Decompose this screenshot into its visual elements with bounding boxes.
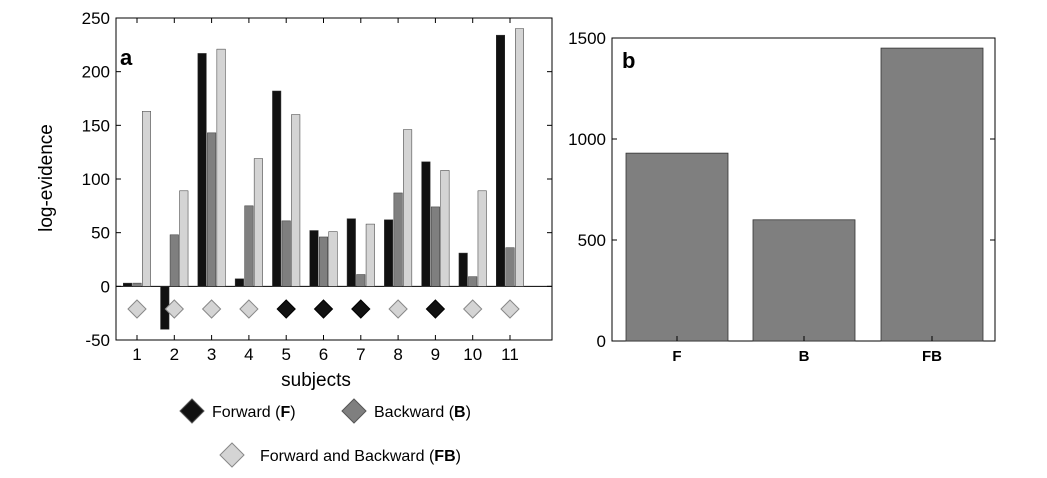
panel-a-y-tick-label: 250 [82,9,110,28]
legend-backward-label: Backward (B) [374,404,471,421]
panel-a-y-tick-label: 50 [91,224,110,243]
panel-a-winner-diamond-icon [164,299,185,319]
panel-a-bar-b [468,276,478,287]
panel-a-label: a [120,45,133,70]
panel-a-bar-b [244,205,254,287]
panel-a-bar-b [319,236,328,287]
legend-forward-backward-label: Forward and Backward (FB) [260,448,461,465]
panel-a-bar-f [458,252,468,287]
legend-forward-backward-diamond-icon [219,442,245,468]
panel-a-x-ticks: 1 2 3 4 5 6 7 8 9 10 11 [132,18,519,364]
panel-a-bar-f [421,161,431,287]
panel-a-winner-markers [127,299,520,319]
legend-item-forward-and-backward: Forward and Backward (FB) [219,442,461,468]
panel-a-bar-fb [328,231,338,287]
panel-a-x-tick-label: 2 [170,345,179,364]
panel-a-x-tick-label: 4 [244,345,253,364]
panel-b-bars [625,47,984,342]
panel-b-y-ticks: 0 500 1000 1500 [568,29,995,351]
panel-a-winner-diamond-icon [500,299,520,319]
panel-b-y-tick-label: 0 [597,332,606,351]
panel-a-bar-b [393,192,403,287]
panel-a-bar-fb [216,48,226,287]
legend-backward-diamond-icon [341,398,367,424]
panel-b-label: b [622,48,635,73]
panel-b-y-tick-label: 1500 [568,29,606,48]
panel-a-x-axis-label: subjects [281,370,351,391]
panel-a-y-tick-label: 150 [82,116,110,135]
panel-a-x-tick-label: 3 [207,345,216,364]
legend-forward-label: Forward (F) [212,404,296,421]
panel-a-winner-diamond-icon [351,299,371,319]
panel-a-bars [123,28,524,330]
panel-a-chart: -50 0 50 100 150 200 250 1 2 3 4 5 6 7 8 9 10 11 a subje… [36,9,553,391]
panel-a-bar-fb [515,28,524,287]
panel-a-bar-f [123,282,132,287]
panel-a-winner-diamond-icon [462,299,483,319]
panel-a-x-tick-label: 8 [393,345,402,364]
panel-a-bar-b [132,282,142,287]
panel-a-bar-fb [291,114,301,287]
panel-a-bar-fb [179,190,189,287]
legend-item-backward: Backward (B) [341,398,471,424]
panel-a-bar-fb [440,170,450,287]
legend: Forward (F) Backward (B) Forward and Bac… [179,398,471,468]
panel-b-y-tick-label: 500 [578,231,606,250]
panel-a-winner-diamond-icon [276,299,296,319]
panel-a-bar-fb [253,158,263,287]
panel-a-x-tick-label: 5 [281,345,290,364]
panel-b-y-tick-label: 1000 [568,130,606,149]
panel-a-y-axis-label: log-evidence [36,124,57,232]
panel-a-bar-f [197,53,207,287]
panel-a-y-ticks: -50 0 50 100 150 200 250 [82,9,552,350]
panel-a-x-tick-label: 1 [132,345,141,364]
panel-a-bar-b [207,132,217,287]
panel-a-winner-diamond-icon [201,299,222,319]
panel-b-bar-b [752,219,856,342]
panel-a-x-tick-label: 10 [463,345,482,364]
panel-a-bar-f [309,230,319,287]
panel-a-winner-diamond-icon [127,299,147,319]
panel-a-bar-f [346,218,356,287]
panel-b-x-tick-label: FB [922,348,942,365]
panel-a-bar-fb [477,190,487,287]
panel-a-bar-b [356,274,366,287]
panel-b-x-tick-label: F [672,348,681,365]
panel-b-x-tick-label: B [799,348,810,365]
panel-b-bar-f [625,152,729,342]
legend-item-forward: Forward (F) [179,398,296,424]
panel-a-y-tick-label: 0 [101,277,110,296]
panel-a-bar-f [234,278,244,287]
panel-a-bar-b [430,206,440,287]
panel-a-winner-diamond-icon [388,299,408,319]
panel-a-bar-fb [403,129,413,287]
panel-a-winner-diamond-icon [425,299,446,319]
panel-b-bar-fb [880,47,984,342]
panel-a-bar-b [281,220,291,287]
panel-a-bar-b [169,234,179,287]
panel-a-y-tick-label: -50 [85,331,110,350]
panel-a-x-tick-label: 7 [356,345,365,364]
panel-a-bar-fb [365,223,375,287]
legend-forward-diamond-icon [179,398,205,424]
panel-a-y-tick-label: 200 [82,63,110,82]
panel-a-x-tick-label: 9 [431,345,440,364]
panel-a-bar-f [384,219,394,287]
panel-b-x-ticks: F B FB [672,336,942,365]
panel-a-x-tick-label: 11 [501,345,519,364]
panel-a-x-tick-label: 6 [319,345,328,364]
panel-a-bar-b [505,247,515,287]
panel-a-bar-f [496,34,505,287]
panel-a-frame [115,17,553,341]
panel-a-bar-f [272,90,282,287]
panel-a-winner-diamond-icon [313,299,334,319]
panel-a-winner-diamond-icon [239,299,259,319]
panel-a-y-tick-label: 100 [82,170,110,189]
panel-a-bar-fb [142,111,151,287]
